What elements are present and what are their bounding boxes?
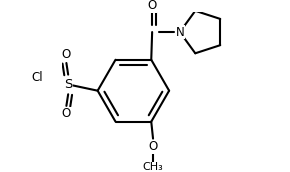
Text: O: O xyxy=(148,140,158,153)
Text: O: O xyxy=(62,49,71,61)
Text: S: S xyxy=(64,78,72,91)
Text: O: O xyxy=(148,0,157,12)
Text: Cl: Cl xyxy=(31,71,43,84)
Text: CH₃: CH₃ xyxy=(143,162,164,172)
Text: N: N xyxy=(175,26,184,39)
Text: O: O xyxy=(62,108,71,120)
